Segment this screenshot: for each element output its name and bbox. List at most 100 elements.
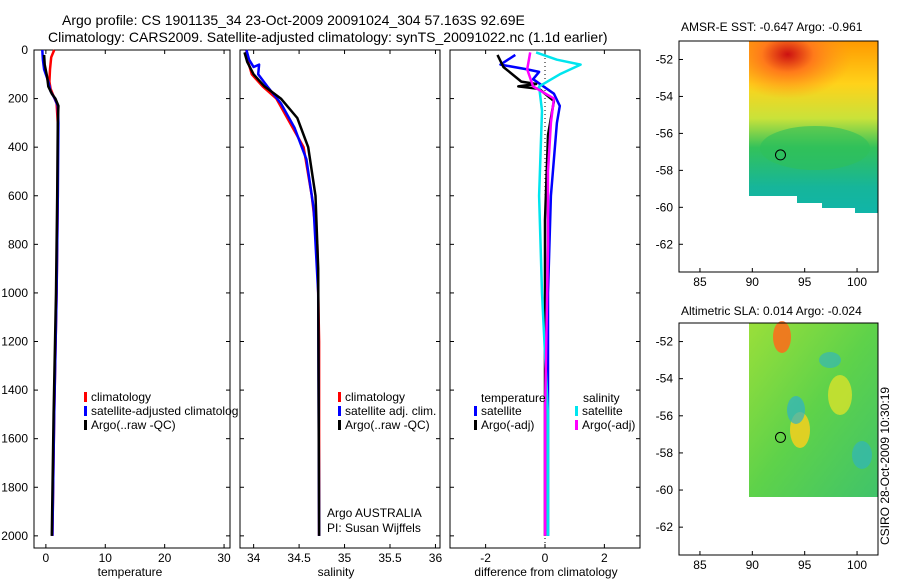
annotation-line-2: PI: Susan Wijffels — [327, 521, 421, 535]
sst-argo-marker — [774, 149, 786, 161]
legend-swatch-sal-satellite — [575, 406, 578, 416]
x-tick-label: 10 — [99, 551, 113, 565]
timestamp-side-label: CSIRO 28-Oct-2009 10:30:19 — [878, 387, 892, 545]
y-tick-label: 1200 — [1, 335, 28, 349]
map-x-tick-label: 85 — [693, 558, 707, 572]
x-tick-label: -2 — [480, 551, 491, 565]
map-x-tick-label: 95 — [798, 275, 812, 289]
x-tick-label: 0 — [43, 551, 50, 565]
sla-map-axes: 85 90 95 100 -52 -54 -56 -58 -60 -62 — [656, 335, 868, 572]
sst-map-axes: 85 90 95 100 -52 -54 -56 -58 -60 -62 — [656, 52, 868, 289]
difference-xlabel: difference from climatology — [474, 565, 617, 579]
series-line-salinity-satellite — [535, 51, 582, 536]
legend-swatch-temp-satellite — [474, 406, 477, 416]
series-line-satellite-adj-clim- — [245, 49, 321, 536]
x-tick-label: 34 — [247, 551, 261, 565]
map-y-tick-label: -54 — [656, 89, 674, 103]
sla-map-title: Altimetric SLA: 0.014 Argo: -0.024 — [681, 304, 862, 318]
sla-warm-patch — [828, 375, 852, 415]
x-tick-label: 35.5 — [378, 551, 402, 565]
legend-label-argo: Argo(..raw -QC) — [91, 418, 176, 432]
legend-label-argo: Argo(..raw -QC) — [345, 418, 430, 432]
legend-label-sal-satellite: satellite — [582, 404, 623, 418]
legend-label-sal-argo: Argo(-adj) — [582, 418, 635, 432]
map-y-tick-label: -60 — [656, 200, 674, 214]
map-y-tick-label: -56 — [656, 126, 674, 140]
legend-swatch-temp-argo — [474, 420, 477, 430]
y-tick-label: 1800 — [1, 480, 28, 494]
x-tick-label: 35 — [338, 551, 352, 565]
legend-label-temp-argo: Argo(-adj) — [481, 418, 534, 432]
map-x-tick-label: 90 — [746, 275, 760, 289]
map-y-tick-label: -62 — [656, 237, 674, 251]
legend-swatch-satellite — [338, 406, 341, 416]
sla-cool-patch — [819, 352, 841, 368]
legend-swatch-climatology — [84, 392, 87, 402]
legend-label-satellite: satellite adj. clim. — [345, 404, 436, 418]
map-x-tick-label: 85 — [693, 275, 707, 289]
temperature-panel: 0 10 20 30 0 200 400 600 800 1000 1200 1400 1600 1800… — [1, 43, 231, 565]
x-tick-label: 20 — [158, 551, 172, 565]
map-y-tick-label: -58 — [656, 163, 674, 177]
y-tick-label: 1600 — [1, 432, 28, 446]
legend-header-temperature: temperature — [481, 391, 546, 405]
x-tick-label: 2 — [601, 551, 608, 565]
temperature-legend: climatology satellite-adjusted climatolo… — [84, 390, 238, 432]
legend-label-climatology: climatology — [345, 390, 405, 404]
map-y-tick-label: -60 — [656, 483, 674, 497]
sla-map: 85 90 95 100 -52 -54 -56 -58 -60 -62 — [656, 321, 879, 572]
series-line-temperature-satellite — [499, 53, 562, 536]
map-x-tick-label: 100 — [847, 558, 867, 572]
map-y-tick-label: -56 — [656, 409, 674, 423]
salinity-xlabel: salinity — [318, 565, 355, 579]
difference-panel: -2 0 2 — [449, 49, 641, 565]
sla-cool-patch — [787, 396, 805, 424]
y-tick-label: 1400 — [1, 383, 28, 397]
plot-frame — [33, 49, 231, 549]
sst-warm-patch — [749, 41, 878, 130]
legend-header-salinity: salinity — [583, 391, 620, 405]
map-x-tick-label: 90 — [746, 558, 760, 572]
x-tick-label: 0 — [542, 551, 549, 565]
legend-label-temp-satellite: satellite — [481, 404, 522, 418]
salinity-legend: climatology satellite adj. clim. Argo(..… — [327, 390, 436, 535]
sla-field — [749, 323, 878, 497]
y-tick-label: 1000 — [1, 286, 28, 300]
salinity-panel: 34 34.5 35 35.5 36 — [239, 49, 443, 565]
map-y-tick-label: -54 — [656, 372, 674, 386]
map-x-tick-label: 95 — [798, 558, 812, 572]
map-x-tick-label: 100 — [847, 275, 867, 289]
legend-label-climatology: climatology — [91, 390, 151, 404]
sla-cool-patch — [852, 441, 872, 469]
annotation-line-1: Argo AUSTRALIA — [327, 506, 422, 520]
sla-warm-patch — [773, 321, 791, 353]
y-tick-label: 400 — [8, 140, 28, 154]
temperature-xlabel: temperature — [98, 565, 163, 579]
series-line-argo-raw-qc- — [243, 52, 321, 536]
series-line-argo-raw-qc- — [42, 54, 60, 536]
plot-frame — [239, 49, 441, 549]
x-tick-label: 34.5 — [287, 551, 311, 565]
legend-swatch-climatology — [338, 392, 341, 402]
y-tick-label: 600 — [8, 189, 28, 203]
header-line-2: Climatology: CARS2009. Satellite-adjuste… — [48, 29, 608, 45]
sla-map-frame — [678, 322, 879, 556]
sla-argo-marker — [774, 431, 786, 443]
legend-swatch-argo — [338, 420, 341, 430]
difference-legend: temperature salinity satellite Argo(-adj… — [474, 391, 635, 432]
map-y-tick-label: -52 — [656, 52, 674, 66]
map-y-tick-label: -52 — [656, 335, 674, 349]
y-tick-label: 800 — [8, 237, 28, 251]
x-tick-label: 30 — [217, 551, 231, 565]
series-line-climatology — [245, 49, 321, 536]
series-line-salinity-argo-adj- — [525, 52, 556, 536]
y-tick-label: 200 — [8, 92, 28, 106]
x-tick-label: 36 — [429, 551, 443, 565]
map-y-tick-label: -62 — [656, 520, 674, 534]
sst-cool-patch — [760, 126, 870, 170]
y-tick-label: 0 — [21, 43, 28, 57]
sst-map-frame — [678, 40, 879, 273]
legend-label-satellite: satellite-adjusted climatolog — [91, 404, 238, 418]
sst-map-title: AMSR-E SST: -0.647 Argo: -0.961 — [681, 20, 863, 34]
